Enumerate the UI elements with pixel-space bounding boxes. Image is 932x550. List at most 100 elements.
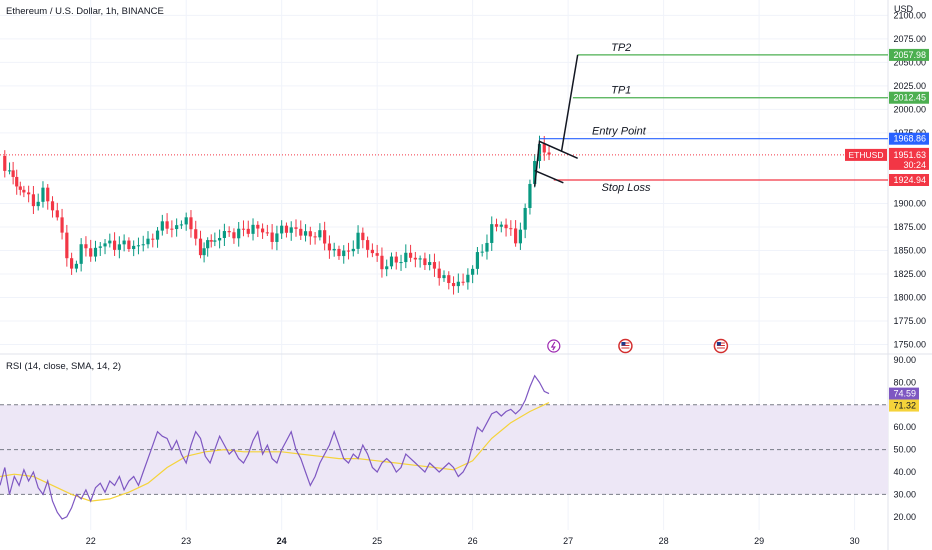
- price-tick-label: 1775.00: [893, 316, 926, 326]
- candle-body: [246, 228, 250, 234]
- candle-body: [375, 253, 379, 256]
- candle-body: [218, 237, 222, 241]
- price-tick-label: 2075.00: [893, 34, 926, 44]
- candle-body: [428, 262, 432, 266]
- candle-body: [3, 155, 7, 171]
- candle-body: [179, 224, 184, 226]
- candle-body: [471, 268, 475, 275]
- candle-body: [165, 221, 169, 229]
- candle-body: [494, 224, 499, 227]
- candle-body: [461, 281, 465, 283]
- candle-body: [528, 183, 532, 208]
- candle-body: [93, 247, 98, 257]
- level-price-label: 2012.45: [893, 93, 926, 103]
- rsi-ma-line: [0, 402, 550, 502]
- candle-body: [299, 228, 303, 236]
- candle-body: [175, 225, 179, 230]
- candle-body: [323, 230, 327, 244]
- candle-body: [442, 275, 446, 279]
- rsi-tick-label: 90.00: [893, 355, 916, 365]
- rsi-line: [0, 374, 550, 520]
- candle-body: [542, 144, 546, 153]
- candle-body: [36, 201, 40, 207]
- currency-label: USD: [894, 4, 914, 14]
- time-tick-label: 30: [850, 536, 860, 546]
- candle-body: [206, 240, 210, 249]
- candle-body: [389, 256, 394, 267]
- candle-body: [451, 283, 456, 287]
- candle-body: [366, 240, 370, 250]
- candles: [3, 135, 551, 295]
- candle-body: [222, 231, 226, 238]
- candle-body: [160, 221, 164, 231]
- candle-body: [456, 281, 460, 287]
- candle-body: [337, 248, 341, 257]
- candle-body: [437, 268, 441, 279]
- time-tick-label: 23: [181, 536, 191, 546]
- rsi-indicator-label[interactable]: RSI (14, close, SMA, 14, 2): [6, 361, 122, 372]
- price-tick-label: 1875.00: [893, 222, 926, 232]
- candle-body: [466, 274, 470, 283]
- candle-body: [327, 243, 332, 251]
- candle-body: [380, 255, 384, 270]
- event-icons[interactable]: [547, 338, 729, 354]
- last-price-label: 1951.63: [893, 150, 926, 160]
- candle-body: [50, 201, 55, 211]
- candle-body: [518, 229, 522, 244]
- candle-body: [209, 240, 213, 242]
- price-tick-label: 2050.00: [893, 57, 926, 67]
- candle-body: [499, 224, 503, 227]
- level-price-tag: [889, 91, 929, 104]
- candle-body: [132, 245, 136, 250]
- time-tick-label: 22: [86, 536, 96, 546]
- rsi-axis[interactable]: 90.00 80.00 60.00 50.00 40.00 30.00 20.00 74.59…: [889, 355, 919, 522]
- candle-body: [265, 232, 269, 234]
- candle-body: [385, 266, 389, 270]
- projection-line: [560, 54, 579, 152]
- candle-body: [432, 262, 437, 269]
- candle-body: [251, 224, 255, 234]
- candle-body: [27, 192, 31, 195]
- candle-body: [46, 187, 50, 202]
- candle-body: [294, 227, 298, 229]
- candle-body: [84, 244, 88, 249]
- candle-body: [60, 217, 64, 233]
- candle-body: [232, 232, 236, 239]
- candle-body: [141, 244, 145, 246]
- chart-title: Ethereum / U.S. Dollar, 1h, BINANCE: [6, 6, 164, 17]
- rsi-last-tag: [889, 387, 919, 400]
- candle-body: [275, 233, 279, 242]
- time-tick-label: 27: [563, 536, 573, 546]
- candle-body: [280, 225, 284, 234]
- candle-body: [151, 238, 155, 240]
- rsi-tick-label: 20.00: [893, 512, 916, 522]
- level-price-tag: [889, 48, 929, 61]
- candle-body: [423, 258, 427, 266]
- rsi-ma-last-label: 71.32: [893, 401, 916, 411]
- candle-body: [7, 170, 12, 172]
- candle-body: [394, 256, 398, 263]
- candle-body: [170, 228, 174, 230]
- rsi-last-label: 74.59: [893, 389, 916, 399]
- candle-body: [98, 246, 102, 248]
- lightning-icon: [547, 339, 561, 353]
- candle-body: [404, 252, 408, 263]
- level-label: Entry Point: [592, 126, 647, 138]
- time-tick-label: 25: [372, 536, 382, 546]
- price-tick-label: 2000.00: [893, 104, 926, 114]
- rsi-tick-label: 80.00: [893, 377, 916, 387]
- rsi-ma-last-tag: [889, 399, 919, 412]
- candle-body: [55, 210, 59, 218]
- candle-body: [318, 230, 322, 238]
- candle-body: [260, 228, 265, 233]
- candle-body: [127, 240, 131, 250]
- candle-body: [289, 227, 293, 233]
- candle-body: [418, 258, 422, 260]
- time-axis[interactable]: 22 23 24 25 26 27 28 29 30: [86, 536, 860, 546]
- candle-body: [284, 225, 289, 233]
- candle-body: [408, 252, 413, 258]
- price-axis[interactable]: 2100.002075.002050.002025.002000.001975.…: [845, 10, 929, 349]
- time-tick-label: 26: [468, 536, 478, 546]
- candle-body: [413, 257, 417, 260]
